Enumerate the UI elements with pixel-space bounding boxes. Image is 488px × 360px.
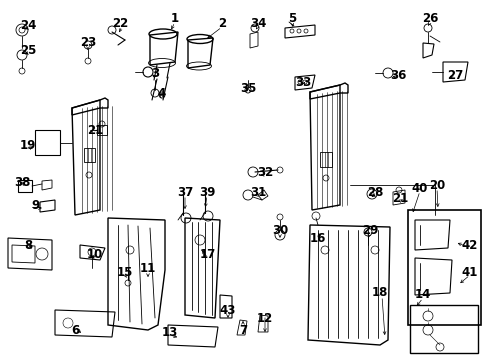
Text: 42: 42 bbox=[461, 239, 477, 252]
Text: 24: 24 bbox=[20, 18, 36, 32]
Text: 39: 39 bbox=[199, 185, 215, 198]
Text: 29: 29 bbox=[361, 224, 377, 237]
Text: 30: 30 bbox=[271, 224, 287, 237]
Text: 1: 1 bbox=[171, 12, 179, 24]
Text: 25: 25 bbox=[20, 44, 36, 57]
Text: 10: 10 bbox=[87, 248, 103, 261]
Text: 33: 33 bbox=[294, 76, 310, 89]
Text: 6: 6 bbox=[71, 324, 79, 337]
Text: 15: 15 bbox=[117, 266, 133, 279]
Text: 20: 20 bbox=[428, 179, 444, 192]
Text: 16: 16 bbox=[309, 231, 325, 244]
Text: 37: 37 bbox=[177, 185, 193, 198]
Text: 43: 43 bbox=[220, 303, 236, 316]
Text: 13: 13 bbox=[162, 325, 178, 338]
Text: 21: 21 bbox=[87, 123, 103, 136]
Text: 11: 11 bbox=[140, 261, 156, 274]
Bar bbox=[407, 210, 480, 325]
Text: 23: 23 bbox=[80, 36, 96, 49]
Text: 31: 31 bbox=[249, 185, 265, 198]
Text: 12: 12 bbox=[256, 311, 273, 324]
Text: 21: 21 bbox=[391, 192, 407, 204]
Text: 3: 3 bbox=[151, 67, 159, 80]
Text: 27: 27 bbox=[446, 68, 462, 81]
Text: 22: 22 bbox=[112, 17, 128, 30]
Text: 35: 35 bbox=[239, 81, 256, 95]
Text: 14: 14 bbox=[414, 288, 430, 302]
Text: 9: 9 bbox=[31, 198, 39, 212]
Text: 41: 41 bbox=[461, 266, 477, 279]
Text: 19: 19 bbox=[20, 139, 36, 152]
Text: 18: 18 bbox=[371, 287, 387, 300]
Text: 5: 5 bbox=[287, 12, 296, 24]
Text: 4: 4 bbox=[158, 86, 166, 99]
Text: 34: 34 bbox=[249, 17, 265, 30]
Text: 36: 36 bbox=[389, 68, 406, 81]
Text: 38: 38 bbox=[14, 176, 30, 189]
Text: 28: 28 bbox=[366, 185, 383, 198]
Text: 17: 17 bbox=[200, 248, 216, 261]
Text: 40: 40 bbox=[411, 181, 427, 194]
Text: 32: 32 bbox=[256, 166, 273, 179]
Text: 7: 7 bbox=[239, 324, 246, 337]
Text: 8: 8 bbox=[24, 239, 32, 252]
Text: 26: 26 bbox=[421, 12, 437, 24]
Bar bbox=[409, 305, 477, 353]
Text: 2: 2 bbox=[218, 17, 225, 30]
